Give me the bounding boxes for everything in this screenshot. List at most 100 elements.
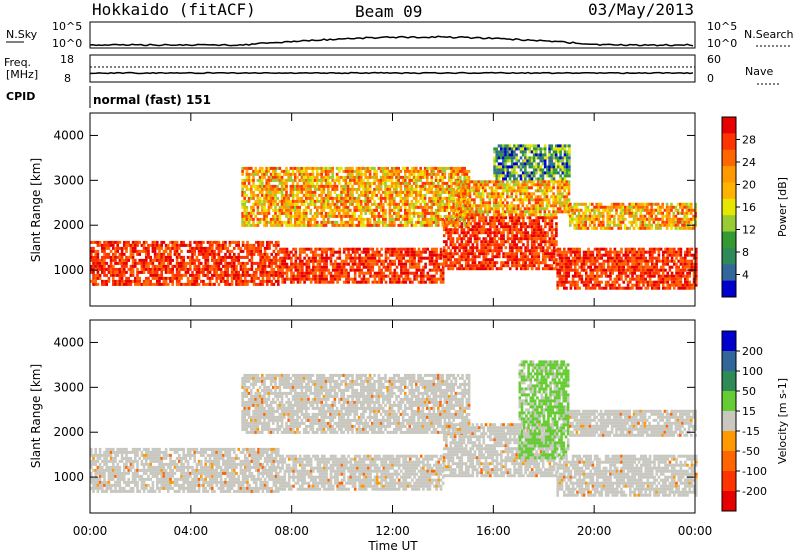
power-cell xyxy=(468,189,472,193)
power-cell xyxy=(283,205,286,209)
power-cell xyxy=(202,264,205,268)
power-cell xyxy=(640,256,643,260)
power-cell xyxy=(434,175,438,179)
power-cell xyxy=(591,277,595,281)
power-cell xyxy=(406,250,410,254)
power-cell xyxy=(569,265,573,269)
power-cell xyxy=(289,220,293,224)
power-cell xyxy=(373,166,376,170)
power-cell xyxy=(642,247,645,251)
power-cell xyxy=(342,271,346,275)
power-cell xyxy=(217,240,221,244)
power-cell xyxy=(274,172,277,176)
power-cell xyxy=(158,246,161,250)
power-cell xyxy=(464,210,467,214)
power-cell xyxy=(311,214,315,218)
power-cell xyxy=(323,280,326,284)
power-cell xyxy=(329,166,332,170)
power-cell xyxy=(488,204,492,208)
power-cell xyxy=(412,178,416,182)
power-cell xyxy=(349,178,352,182)
power-cell xyxy=(464,234,468,238)
power-cell xyxy=(552,258,556,262)
power-cell xyxy=(158,261,161,265)
power-cell xyxy=(453,228,457,232)
power-cell xyxy=(437,256,441,260)
power-cell xyxy=(254,184,257,188)
power-cell xyxy=(585,277,588,281)
power-cell xyxy=(195,240,199,244)
power-cell xyxy=(462,255,466,259)
power-cell xyxy=(298,253,302,257)
power-cell xyxy=(349,220,352,224)
power-cell xyxy=(316,181,319,185)
power-cell xyxy=(404,271,408,275)
power-cell xyxy=(367,259,370,263)
power-cell xyxy=(434,220,438,224)
power-cell xyxy=(303,277,306,281)
power-cell xyxy=(479,207,483,211)
power-cell xyxy=(151,240,155,244)
power-cell xyxy=(679,253,683,257)
power-cell xyxy=(375,202,378,206)
power-cell xyxy=(171,246,174,250)
power-cell xyxy=(193,279,196,283)
power-cell xyxy=(626,250,630,254)
power-cell xyxy=(261,240,265,244)
power-cell xyxy=(316,184,319,188)
power-cell xyxy=(269,199,273,203)
power-cell xyxy=(393,187,396,191)
power-cell xyxy=(371,211,374,215)
power-cell xyxy=(285,211,288,215)
power-cell xyxy=(112,270,115,274)
power-cell xyxy=(664,259,667,263)
power-cell xyxy=(503,189,507,193)
power-cell xyxy=(169,246,172,250)
power-cell xyxy=(681,286,685,290)
power-cell xyxy=(349,190,352,194)
power-cell xyxy=(129,243,133,247)
power-cell xyxy=(184,270,188,274)
power-cell xyxy=(508,258,512,262)
power-cell xyxy=(360,259,364,263)
power-cell xyxy=(289,208,293,212)
power-cell xyxy=(624,262,628,266)
power-cell xyxy=(453,261,457,265)
power-cell xyxy=(373,202,376,206)
power-cell xyxy=(471,228,475,232)
power-cell xyxy=(473,240,477,244)
power-cell xyxy=(112,282,115,286)
power-cell xyxy=(351,193,354,197)
power-cell xyxy=(103,264,106,268)
power-cell xyxy=(582,250,586,254)
power-cell xyxy=(495,234,499,238)
power-cell xyxy=(404,184,407,188)
power-cell xyxy=(519,234,523,238)
power-cell xyxy=(482,246,486,250)
power-cell xyxy=(492,183,496,187)
power-cell xyxy=(274,178,277,182)
power-cell xyxy=(541,261,545,265)
power-cell xyxy=(294,184,297,188)
power-cell xyxy=(114,279,117,283)
power-cell xyxy=(153,255,157,259)
power-cell xyxy=(180,249,183,253)
power-cell xyxy=(237,255,240,259)
power-cell xyxy=(506,225,510,229)
power-cell xyxy=(495,186,498,190)
power-cell xyxy=(544,240,547,244)
power-cell xyxy=(692,283,696,287)
power-cell xyxy=(479,198,483,202)
power-cell xyxy=(565,250,568,254)
power-cell xyxy=(439,271,443,275)
power-cell xyxy=(305,193,308,197)
power-cell xyxy=(517,231,521,235)
power-cell xyxy=(482,249,486,253)
power-cell xyxy=(316,208,319,212)
power-cell xyxy=(290,250,293,254)
power-cell xyxy=(517,189,520,193)
power-cell xyxy=(364,172,367,176)
power-cell xyxy=(511,255,514,259)
power-cell xyxy=(692,286,696,290)
power-cell xyxy=(243,166,246,170)
